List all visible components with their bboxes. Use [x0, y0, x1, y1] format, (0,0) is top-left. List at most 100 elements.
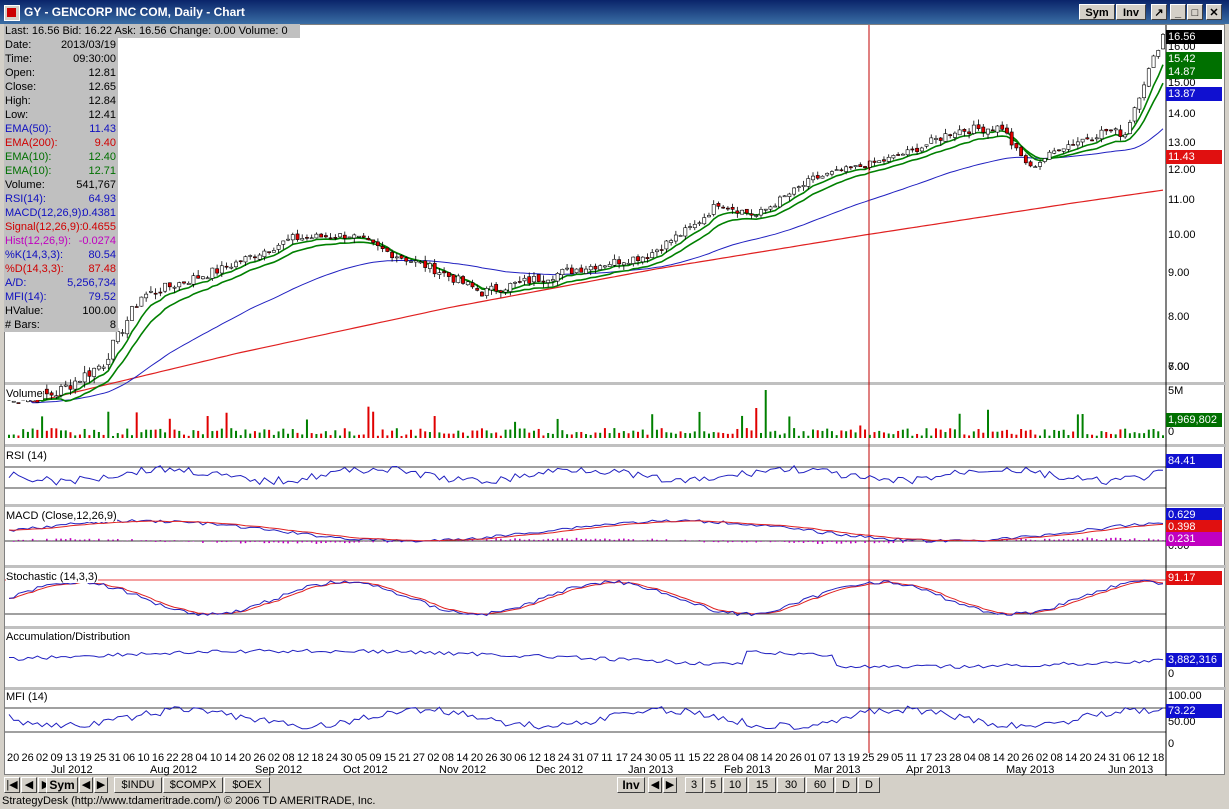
candle-body [63, 384, 68, 387]
bottom-sym-button[interactable]: Sym [46, 777, 78, 793]
volume-bar [211, 431, 214, 438]
tab-left-icon[interactable]: ◀ [79, 777, 93, 793]
interval-left-icon[interactable]: ◀ [648, 777, 662, 793]
interval-30[interactable]: 30 [777, 777, 805, 793]
candle-body [480, 291, 484, 297]
macd-histogram-bar [746, 541, 748, 543]
title-bar[interactable]: GY - GENCORP INC COM, Daily - Chart Sym … [0, 0, 1229, 24]
macd-histogram-bar [325, 541, 327, 543]
candle-body [484, 288, 489, 297]
macd-histogram-bar [547, 538, 549, 541]
interval-daily-2[interactable]: D [858, 777, 880, 793]
macd-histogram-bar [1025, 538, 1027, 541]
volume-bar [135, 412, 138, 438]
inv-button[interactable]: Inv [1116, 4, 1146, 20]
macd-histogram-bar [225, 541, 228, 543]
data-row-label: MFI(14): [5, 291, 47, 303]
data-row-label: EMA(200): [5, 137, 58, 149]
candle-body [867, 160, 872, 168]
x-axis-day-label: 20 [775, 752, 788, 764]
interval-10[interactable]: 10 [723, 777, 747, 793]
macd-histogram-bar [485, 539, 488, 541]
panel-divider [5, 687, 1226, 690]
maximize-icon[interactable]: □ [1187, 4, 1203, 20]
candle-body [550, 279, 555, 282]
candle-body [503, 289, 508, 293]
close-icon[interactable]: ✕ [1206, 4, 1222, 20]
volume-bar [419, 428, 422, 438]
x-axis-day-label: 11 [673, 752, 686, 764]
candle-body [418, 261, 423, 264]
tab-indu[interactable]: $INDU [114, 777, 162, 793]
popout-icon[interactable]: ↗ [1151, 4, 1167, 20]
interval-15[interactable]: 15 [748, 777, 776, 793]
candle-body [683, 227, 688, 237]
x-axis-day-label: 26 [253, 752, 266, 764]
x-axis-day-label: 20 [1007, 752, 1020, 764]
volume-bar [1138, 433, 1141, 438]
candle-body [428, 263, 432, 269]
candle-body [305, 237, 309, 239]
data-row: Date: 2013/03/19 [5, 38, 116, 52]
ema200-line [9, 189, 1164, 403]
candle-body [78, 381, 82, 383]
mfi-axis-label: 0 [1168, 738, 1175, 750]
x-axis-day-label: 05 [354, 752, 368, 764]
volume-bar [334, 430, 337, 438]
macd-histogram-bar [457, 539, 460, 541]
minimize-icon[interactable]: _ [1170, 4, 1186, 20]
x-axis-day-label: 17 [615, 752, 628, 764]
price-badge: 15.42 [1166, 52, 1222, 66]
data-row: Low: 12.41 [5, 108, 116, 122]
volume-bar [1095, 435, 1098, 438]
bottom-inv-button[interactable]: Inv [617, 777, 645, 793]
sym-button[interactable]: Sym [1079, 4, 1115, 20]
macd-histogram-bar [731, 541, 734, 543]
macd-histogram-bar [320, 541, 322, 544]
chart-area[interactable] [4, 24, 1226, 776]
interval-right-icon[interactable]: ▶ [663, 777, 677, 793]
candle-body [617, 259, 622, 265]
price-axis-label: 8.00 [1168, 311, 1190, 323]
interval-daily[interactable]: D [835, 777, 857, 793]
volume-bar [745, 428, 748, 438]
tab-oex[interactable]: $OEX [224, 777, 270, 793]
interval-3[interactable]: 3 [685, 777, 703, 793]
volume-bar [764, 390, 767, 438]
macd-histogram-bar [684, 539, 687, 541]
candle-body [333, 237, 338, 239]
x-axis-day-label: 28 [180, 752, 194, 764]
macd-histogram-bar [150, 540, 152, 541]
x-axis-day-label: 18 [311, 752, 324, 764]
macd-histogram-bar [1157, 539, 1160, 541]
data-row: # Bars: 8 [5, 318, 116, 332]
volume-bar [670, 432, 673, 438]
interval-60[interactable]: 60 [806, 777, 834, 793]
volume-bar [736, 428, 739, 438]
last-price: Last: 16.56 [5, 25, 60, 37]
candle-body [446, 272, 451, 277]
volume-bar [1143, 433, 1146, 438]
volume-bar [953, 429, 956, 438]
candle-body [295, 233, 300, 240]
volume-bar [1005, 429, 1008, 438]
data-row-label: Date: [5, 39, 32, 51]
tab-compx[interactable]: $COMPX [163, 777, 223, 793]
candle-body [1075, 141, 1080, 146]
candle-body [1151, 55, 1156, 68]
volume-bar [457, 430, 460, 438]
first-arrow-icon[interactable]: |◀ [4, 777, 20, 793]
volume-axis-label: 5M [1168, 385, 1184, 397]
x-axis-day-label: 19 [847, 752, 860, 764]
tab-right-icon[interactable]: ▶ [94, 777, 108, 793]
macd-histogram-bar [504, 540, 507, 541]
interval-5[interactable]: 5 [704, 777, 722, 793]
candle-body [844, 166, 849, 172]
volume-bar [613, 428, 616, 438]
candle-body [134, 306, 139, 308]
data-row: %D(14,3,3): 87.48 [5, 262, 116, 276]
volume-bar [367, 406, 370, 438]
data-row-value: 64.93 [88, 193, 116, 205]
prev-arrow-icon[interactable]: ◀ [21, 777, 37, 793]
candle-body [863, 166, 867, 169]
